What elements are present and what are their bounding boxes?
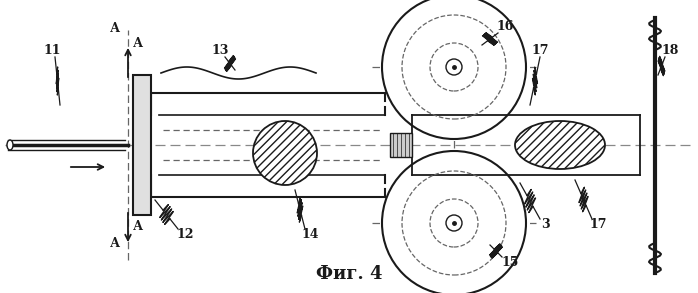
- Circle shape: [446, 59, 462, 75]
- Circle shape: [382, 0, 526, 139]
- Text: А: А: [133, 37, 143, 50]
- Circle shape: [446, 215, 462, 231]
- Text: 12: 12: [177, 229, 194, 241]
- Text: 18: 18: [661, 43, 678, 57]
- Text: 13: 13: [211, 43, 229, 57]
- Bar: [133, 75, 151, 215]
- Circle shape: [382, 151, 526, 293]
- Text: А: А: [110, 237, 120, 250]
- Text: 3: 3: [541, 219, 549, 231]
- Text: А: А: [110, 22, 120, 35]
- Ellipse shape: [515, 121, 605, 169]
- Text: 17: 17: [531, 43, 549, 57]
- Text: 16: 16: [496, 21, 514, 33]
- Text: 15: 15: [501, 256, 519, 270]
- Text: А: А: [133, 220, 143, 233]
- Text: 11: 11: [43, 43, 61, 57]
- Text: 14: 14: [302, 229, 319, 241]
- Text: 17: 17: [589, 219, 607, 231]
- Circle shape: [253, 121, 317, 185]
- Bar: [390, 133, 412, 157]
- Text: Фиг. 4: Фиг. 4: [315, 265, 383, 283]
- Ellipse shape: [7, 140, 13, 150]
